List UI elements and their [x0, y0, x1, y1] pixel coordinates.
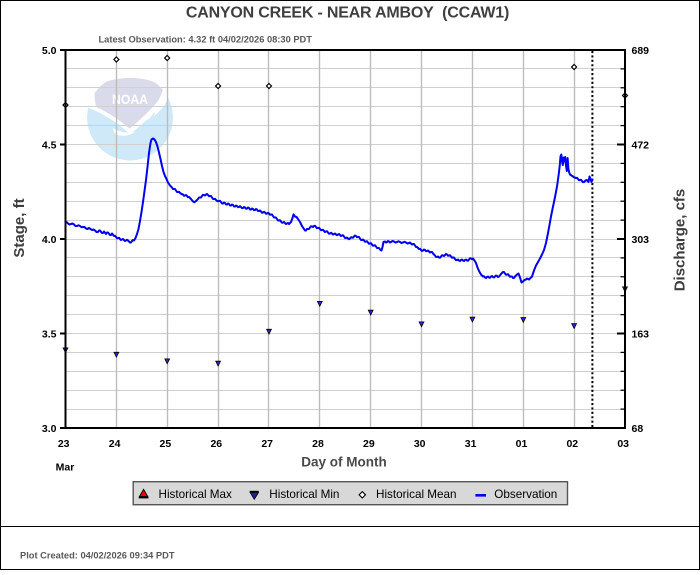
svg-text:01: 01 — [516, 438, 528, 450]
svg-text:24: 24 — [109, 438, 121, 450]
svg-text:Historical Max: Historical Max — [159, 488, 233, 501]
svg-text:163: 163 — [632, 328, 650, 340]
svg-text:03: 03 — [617, 438, 629, 450]
svg-text:Mar: Mar — [56, 462, 75, 474]
svg-text:5.0: 5.0 — [42, 45, 57, 57]
svg-text:3.0: 3.0 — [42, 423, 57, 435]
svg-text:26: 26 — [210, 438, 222, 450]
svg-text:4.0: 4.0 — [42, 234, 57, 246]
svg-text:Observation: Observation — [494, 488, 557, 501]
svg-text:Historical Min: Historical Min — [269, 488, 339, 501]
svg-text:3.5: 3.5 — [42, 328, 57, 340]
svg-text:Latest Observation: 4.32 ft 04: Latest Observation: 4.32 ft 04/02/2026 0… — [99, 35, 313, 45]
svg-text:02: 02 — [566, 438, 578, 450]
svg-text:29: 29 — [363, 438, 375, 450]
svg-text:25: 25 — [160, 438, 172, 450]
svg-text:31: 31 — [465, 438, 477, 450]
svg-text:689: 689 — [632, 45, 650, 57]
svg-text:CANYON CREEK - NEAR AMBOY (CC: CANYON CREEK - NEAR AMBOY (CCAW1) — [186, 5, 509, 22]
svg-text:NOAA: NOAA — [112, 92, 148, 107]
svg-text:30: 30 — [414, 438, 426, 450]
svg-text:303: 303 — [632, 234, 650, 246]
svg-text:23: 23 — [58, 438, 70, 450]
svg-text:27: 27 — [261, 438, 273, 450]
svg-text:68: 68 — [632, 423, 644, 435]
svg-text:28: 28 — [312, 438, 324, 450]
svg-text:Plot Created: 04/02/2026 09:34: Plot Created: 04/02/2026 09:34 PDT — [20, 551, 175, 561]
svg-text:Discharge, cfs: Discharge, cfs — [672, 189, 689, 292]
svg-text:Historical Mean: Historical Mean — [376, 488, 457, 501]
svg-text:4.5: 4.5 — [42, 139, 57, 151]
svg-text:Stage, ft: Stage, ft — [11, 198, 28, 257]
svg-text:472: 472 — [632, 139, 650, 151]
svg-text:Day of Month: Day of Month — [301, 455, 387, 470]
